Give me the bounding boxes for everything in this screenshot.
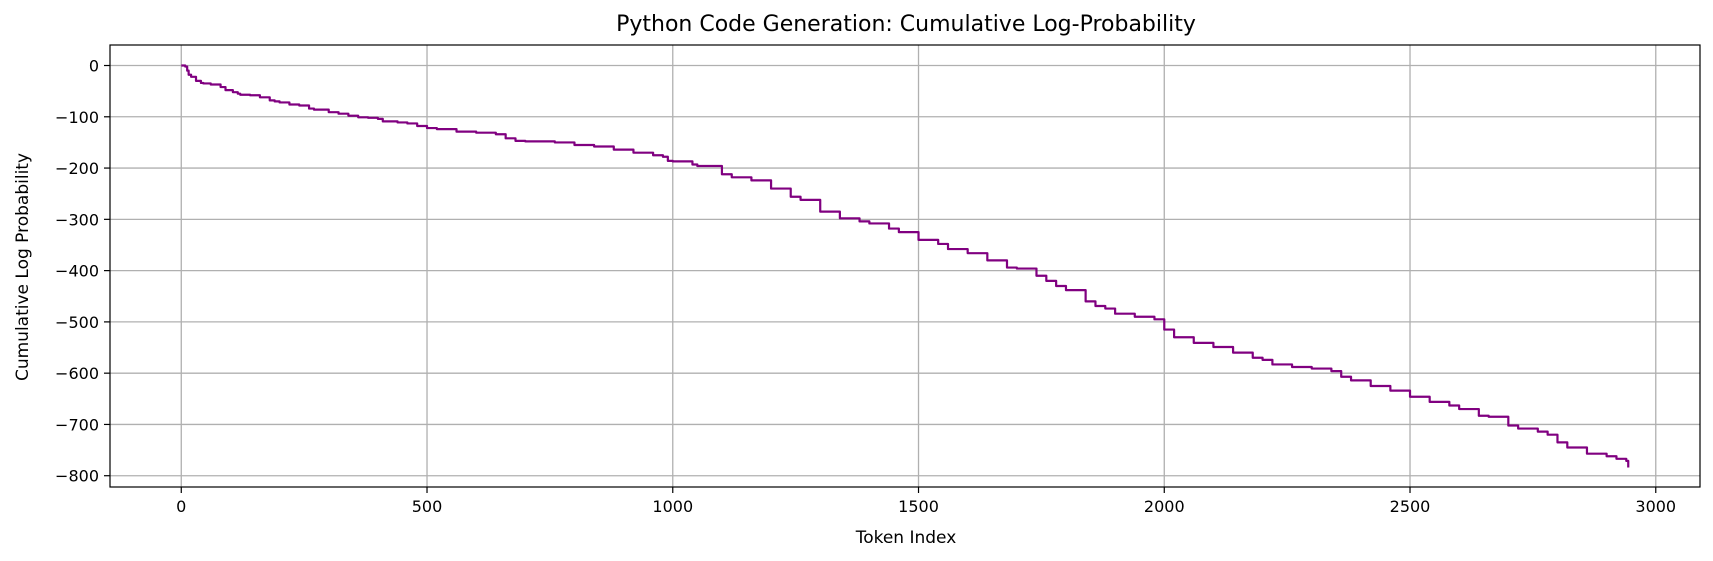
y-tick-label: −100 — [55, 108, 99, 127]
grid-lines — [110, 45, 1700, 487]
y-axis-ticks: 0 −100 −200 −300 −400 −500 −600 −700 −800 — [55, 57, 110, 486]
y-tick-label: −500 — [55, 313, 99, 332]
plot-frame — [109, 44, 1701, 488]
x-tick-label: 0 — [176, 497, 186, 516]
y-axis-label: Cumulative Log Probability — [13, 153, 33, 381]
y-tick-label: −400 — [55, 262, 99, 281]
x-axis-ticks: 0 500 1000 1500 2000 2500 3000 — [176, 487, 1676, 516]
y-tick-label: −600 — [55, 364, 99, 383]
y-tick-label: −300 — [55, 210, 99, 229]
chart-title: Python Code Generation: Cumulative Log-P… — [616, 12, 1196, 37]
y-tick-label: −700 — [55, 415, 99, 434]
y-tick-label: −800 — [55, 467, 99, 486]
x-tick-label: 3000 — [1635, 497, 1676, 516]
x-tick-label: 1500 — [898, 497, 939, 516]
x-axis-label: Token Index — [855, 528, 957, 548]
x-tick-label: 1000 — [652, 497, 693, 516]
series-line-0 — [181, 64, 1630, 468]
y-tick-label: −200 — [55, 159, 99, 178]
x-tick-label: 500 — [412, 497, 443, 516]
series-layer — [181, 64, 1630, 468]
y-tick-label: 0 — [89, 57, 99, 76]
x-tick-label: 2500 — [1390, 497, 1431, 516]
x-tick-label: 2000 — [1144, 497, 1185, 516]
